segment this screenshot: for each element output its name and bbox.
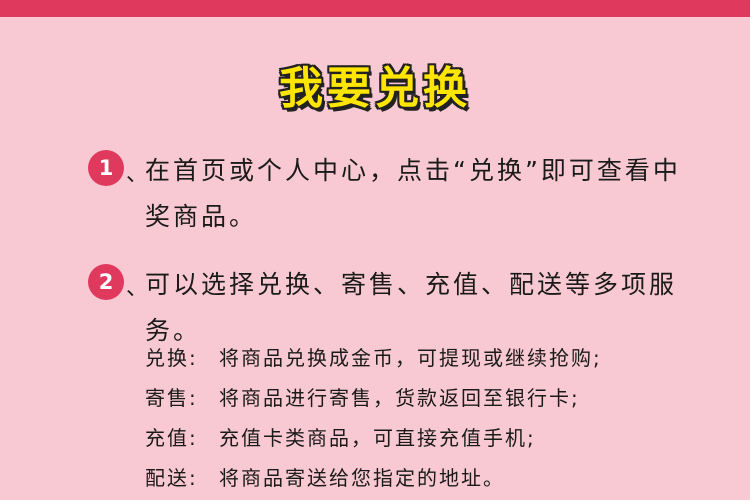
top-accent-bar [0,0,750,17]
step-text: 在首页或个人中心，点击“兑换”即可查看中奖商品。 [145,156,681,231]
detail-label: 寄售: [145,386,198,410]
detail-text: 充值卡类商品，可直接充值手机; [219,426,536,450]
detail-row-exchange: 兑换: 将商品兑换成金币，可提现或继续抢购; [145,338,725,378]
detail-label: 配送: [145,466,198,490]
service-details-list: 兑换: 将商品兑换成金币，可提现或继续抢购; 寄售: 将商品进行寄售，货款返回至银行… [145,338,725,498]
detail-text: 将商品寄送给您指定的地址。 [219,466,505,490]
detail-row-recharge: 充值: 充值卡类商品，可直接充值手机; [145,418,725,458]
step-separator: 、 [126,276,149,301]
page-title: 我要兑换 [279,63,471,114]
step-number-badge: 1 [88,150,124,186]
detail-text: 将商品兑换成金币，可提现或继续抢购; [219,346,602,370]
detail-row-consignment: 寄售: 将商品进行寄售，货款返回至银行卡; [145,378,725,418]
detail-text: 将商品进行寄售，货款返回至银行卡; [219,386,580,410]
detail-row-delivery: 配送: 将商品寄送给您指定的地址。 [145,458,725,498]
step-number-badge: 2 [88,264,124,300]
step-separator: 、 [126,162,149,187]
detail-label: 兑换: [145,346,198,370]
step-text: 可以选择兑换、寄售、充值、配送等多项服务。 [145,270,678,345]
detail-label: 充值: [145,426,198,450]
